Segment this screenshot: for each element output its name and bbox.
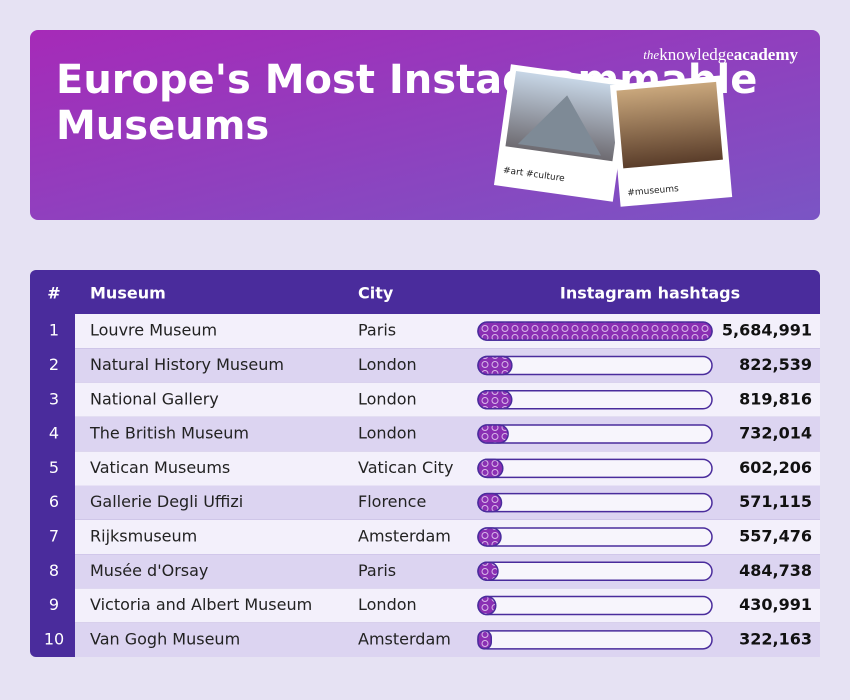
photo-image: [616, 81, 723, 169]
bar-track: [477, 458, 713, 479]
bar-track: [477, 595, 713, 616]
rank: 10: [44, 629, 64, 648]
brand-mid: knowledge: [659, 45, 734, 64]
column-header: City: [358, 284, 394, 303]
brand-pre: the: [643, 47, 659, 62]
rank: 3: [49, 389, 59, 408]
pyramid: [517, 95, 602, 156]
bar: [477, 424, 509, 444]
photo-caption: #museums: [627, 184, 679, 198]
value-label: 557,476: [739, 526, 812, 545]
bar: [477, 630, 493, 650]
bar-track: [477, 561, 713, 581]
bar: [477, 321, 713, 341]
city: Florence: [358, 492, 426, 511]
chart-title: Europe's Most Instagrammable Museums: [56, 57, 757, 149]
museum-name: Louvre Museum: [90, 321, 217, 340]
museum-name: Rijksmuseum: [90, 526, 197, 545]
bar-track: [477, 527, 713, 547]
rank: 9: [49, 595, 59, 614]
museum-name: Vatican Museums: [90, 458, 230, 477]
photo-2: #museums: [609, 75, 733, 207]
value-label: 571,115: [739, 492, 812, 511]
city: London: [358, 389, 417, 408]
photo-1: #art #culture: [493, 64, 630, 202]
value-label: 430,991: [739, 595, 812, 614]
museum-name: Gallerie Degli Uffizi: [90, 492, 243, 511]
bar: [477, 355, 513, 376]
bar: [477, 492, 503, 513]
rank: 2: [49, 355, 59, 374]
rank: 8: [49, 561, 59, 580]
city: Paris: [358, 561, 396, 580]
museum-name: Victoria and Albert Museum: [90, 595, 312, 614]
city: London: [358, 424, 417, 443]
value-label: 819,816: [739, 389, 812, 408]
bar: [477, 527, 502, 547]
bar: [477, 595, 497, 616]
bar-track: [477, 630, 713, 650]
rank: 4: [49, 424, 59, 443]
column-header: Museum: [90, 284, 166, 303]
value-label: 602,206: [739, 458, 812, 477]
value-label: 822,539: [739, 355, 812, 374]
column-header: Instagram hashtags: [560, 284, 740, 303]
rank: 6: [49, 492, 59, 511]
brand: theknowledgeacademy: [643, 45, 798, 64]
city: London: [358, 355, 417, 374]
city: Amsterdam: [358, 629, 451, 648]
city: Paris: [358, 321, 396, 340]
bar: [477, 458, 504, 479]
value-label: 732,014: [739, 424, 812, 443]
museum-name: Van Gogh Museum: [90, 629, 240, 648]
bar-track: [477, 424, 713, 444]
rank: 7: [49, 526, 59, 545]
museum-name: The British Museum: [89, 424, 249, 443]
column-header: #: [47, 284, 60, 303]
city: Amsterdam: [358, 526, 451, 545]
bar-track: [477, 390, 713, 410]
bar-track: [477, 492, 713, 513]
brand-end: academy: [734, 45, 799, 64]
rank: 1: [49, 321, 59, 340]
city: London: [358, 595, 417, 614]
museum-name: National Gallery: [90, 389, 219, 408]
value-label: 484,738: [739, 561, 812, 580]
rank: 5: [49, 458, 59, 477]
bar: [477, 561, 499, 581]
value-label: 5,684,991: [722, 321, 812, 340]
museum-name: Natural History Museum: [90, 355, 284, 374]
value-label: 322,163: [739, 629, 812, 648]
museum-name: Musée d'Orsay: [90, 561, 208, 580]
city: Vatican City: [358, 458, 453, 477]
bar: [477, 390, 513, 410]
bar-track: [477, 355, 713, 376]
